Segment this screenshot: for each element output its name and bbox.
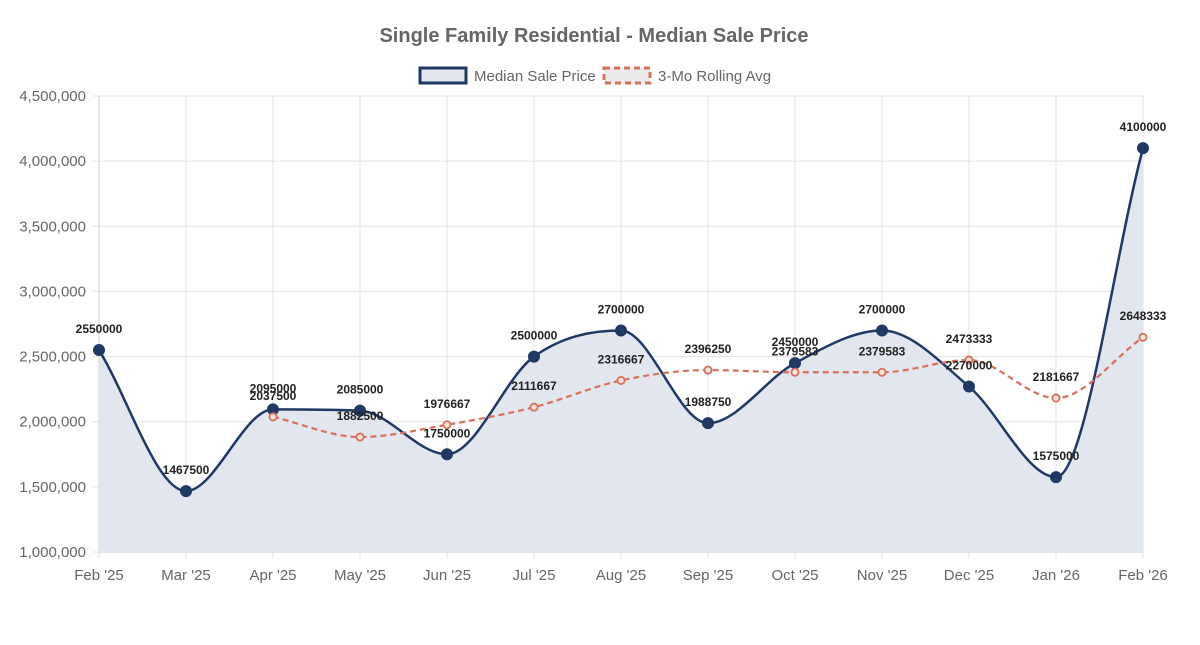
x-tick-label: Feb '26 bbox=[1118, 567, 1168, 584]
rolling-avg-data-label: 2396250 bbox=[685, 342, 732, 356]
rolling-avg-data-label: 2111667 bbox=[511, 379, 557, 393]
median-sale-price-data-label: 2270000 bbox=[946, 359, 993, 373]
median-sale-price-data-label: 2450000 bbox=[772, 335, 819, 349]
x-tick-label: Sep '25 bbox=[683, 567, 733, 584]
median-sale-price-point[interactable] bbox=[615, 324, 627, 337]
x-tick-label: Jul '25 bbox=[513, 567, 556, 584]
median-sale-price-point[interactable] bbox=[876, 324, 888, 337]
rolling-avg-data-label: 1882500 bbox=[337, 409, 384, 423]
legend-swatch-median-sale-price bbox=[418, 66, 468, 85]
y-tick-label: 3,000,000 bbox=[19, 283, 86, 300]
legend: Median Sale Price 3-Mo Rolling Avg bbox=[418, 66, 771, 85]
x-tick-label: Jan '26 bbox=[1032, 567, 1080, 584]
median-sale-price-data-label: 1575000 bbox=[1033, 449, 1080, 463]
median-sale-price-point[interactable] bbox=[963, 380, 975, 393]
chart-title: Single Family Residential - Median Sale … bbox=[379, 25, 808, 47]
rolling-avg-point[interactable] bbox=[877, 367, 887, 377]
median-sale-price-area bbox=[99, 148, 1143, 552]
median-sale-price-data-label: 2700000 bbox=[859, 303, 906, 317]
y-tick-label: 2,500,000 bbox=[19, 349, 86, 366]
rolling-avg-data-label: 1976667 bbox=[424, 397, 471, 411]
median-sale-price-data-label: 2085000 bbox=[337, 383, 384, 397]
median-sale-price-point[interactable] bbox=[789, 357, 801, 370]
rolling-avg-point[interactable] bbox=[616, 375, 626, 385]
rolling-avg-data-label: 2379583 bbox=[859, 344, 906, 358]
x-tick-label: Aug '25 bbox=[596, 567, 646, 584]
median-sale-price-line bbox=[97, 147, 1145, 493]
rolling-avg-point[interactable] bbox=[964, 355, 974, 365]
y-tick-label: 4,500,000 bbox=[19, 88, 86, 105]
median-sale-price-point[interactable] bbox=[1137, 142, 1149, 155]
legend-label-median-sale-price: Median Sale Price bbox=[474, 68, 596, 85]
x-tick-label: Mar '25 bbox=[161, 567, 211, 584]
median-sale-price-data-label: 2550000 bbox=[76, 322, 123, 336]
median-sale-price-data-label: 2095000 bbox=[250, 381, 297, 395]
rolling-avg-point[interactable] bbox=[1051, 393, 1061, 403]
median-sale-price-data-label: 4100000 bbox=[1120, 120, 1167, 134]
series-points bbox=[93, 142, 1149, 498]
rolling-avg-point[interactable] bbox=[703, 365, 713, 375]
rolling-avg-data-label: 2379583 bbox=[772, 344, 819, 358]
legend-item-median-sale-price[interactable]: Median Sale Price bbox=[418, 66, 596, 85]
rolling-avg-point[interactable] bbox=[529, 402, 539, 412]
rolling-avg-data-label: 2648333 bbox=[1120, 309, 1167, 323]
x-axis: Feb '25 Mar '25 Apr '25 May '25 Jun '25 Jul '… bbox=[74, 567, 1168, 584]
y-tick-label: 2,000,000 bbox=[19, 414, 86, 431]
rolling-avg-data-label: 2316667 bbox=[598, 352, 645, 366]
x-tick-label: Dec '25 bbox=[944, 567, 994, 584]
median-sale-price-data-label: 2500000 bbox=[511, 329, 558, 343]
median-sale-price-point[interactable] bbox=[354, 404, 366, 417]
median-sale-price-point[interactable] bbox=[1050, 471, 1062, 484]
rolling-avg-point[interactable] bbox=[790, 367, 800, 377]
rolling-avg-point[interactable] bbox=[1138, 332, 1148, 342]
x-tick-label: Nov '25 bbox=[857, 567, 907, 584]
median-sale-price-data-label: 1750000 bbox=[424, 426, 471, 440]
rolling-avg-point[interactable] bbox=[355, 432, 365, 442]
legend-swatch-rolling-avg bbox=[602, 66, 652, 85]
median-sale-price-point[interactable] bbox=[93, 344, 105, 357]
x-tick-label: Jun '25 bbox=[423, 567, 471, 584]
rolling-avg-point[interactable] bbox=[268, 412, 278, 422]
median-sale-price-data-label: 2700000 bbox=[598, 303, 645, 317]
legend-label-rolling-avg: 3-Mo Rolling Avg bbox=[658, 68, 771, 85]
rolling-avg-point[interactable] bbox=[442, 420, 452, 430]
median-sale-price-point[interactable] bbox=[180, 485, 192, 498]
median-sale-price-data-label: 1467500 bbox=[163, 463, 210, 477]
rolling-avg-data-label: 2037500 bbox=[250, 389, 297, 403]
median-sale-price-data-label: 1988750 bbox=[685, 395, 732, 409]
rolling-avg-data-label: 2181667 bbox=[1033, 370, 1080, 384]
rolling-avg-data-label: 2473333 bbox=[946, 332, 993, 346]
x-tick-label: May '25 bbox=[334, 567, 386, 584]
median-area bbox=[99, 148, 1143, 552]
median-sale-price-point[interactable] bbox=[702, 417, 714, 430]
median-sale-price-point[interactable] bbox=[441, 448, 453, 461]
y-tick-label: 3,500,000 bbox=[19, 218, 86, 235]
y-tick-label: 1,500,000 bbox=[19, 479, 86, 496]
median-sale-price-point[interactable] bbox=[528, 350, 540, 363]
data-labels: 2550000 1467500 2095000 2085000 1750000 25000… bbox=[76, 120, 1167, 477]
y-axis: 1,000,000 1,500,000 2,000,000 2,500,000 3,00… bbox=[19, 88, 86, 561]
y-tick-label: 1,000,000 bbox=[19, 544, 86, 561]
x-tick-label: Oct '25 bbox=[771, 567, 818, 584]
y-tick-label: 4,000,000 bbox=[19, 153, 86, 170]
x-tick-label: Apr '25 bbox=[249, 567, 296, 584]
legend-item-rolling-avg[interactable]: 3-Mo Rolling Avg bbox=[602, 66, 771, 85]
x-tick-label: Feb '25 bbox=[74, 567, 124, 584]
